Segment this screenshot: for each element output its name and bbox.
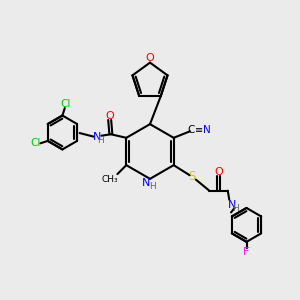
- Text: F: F: [243, 247, 250, 257]
- Text: O: O: [214, 167, 223, 177]
- Text: O: O: [105, 111, 114, 121]
- Text: Cl: Cl: [60, 99, 70, 109]
- Text: CH₃: CH₃: [102, 175, 118, 184]
- Text: Cl: Cl: [31, 138, 41, 148]
- Text: H: H: [97, 136, 104, 145]
- Text: N: N: [142, 178, 150, 188]
- Text: ≡: ≡: [195, 125, 203, 135]
- Text: H: H: [149, 182, 156, 191]
- Text: N: N: [228, 200, 236, 210]
- Text: N: N: [202, 125, 210, 135]
- Text: C: C: [188, 125, 195, 135]
- Text: H: H: [232, 204, 239, 213]
- Text: N: N: [93, 132, 101, 142]
- Text: S: S: [188, 170, 196, 183]
- Text: O: O: [146, 52, 154, 63]
